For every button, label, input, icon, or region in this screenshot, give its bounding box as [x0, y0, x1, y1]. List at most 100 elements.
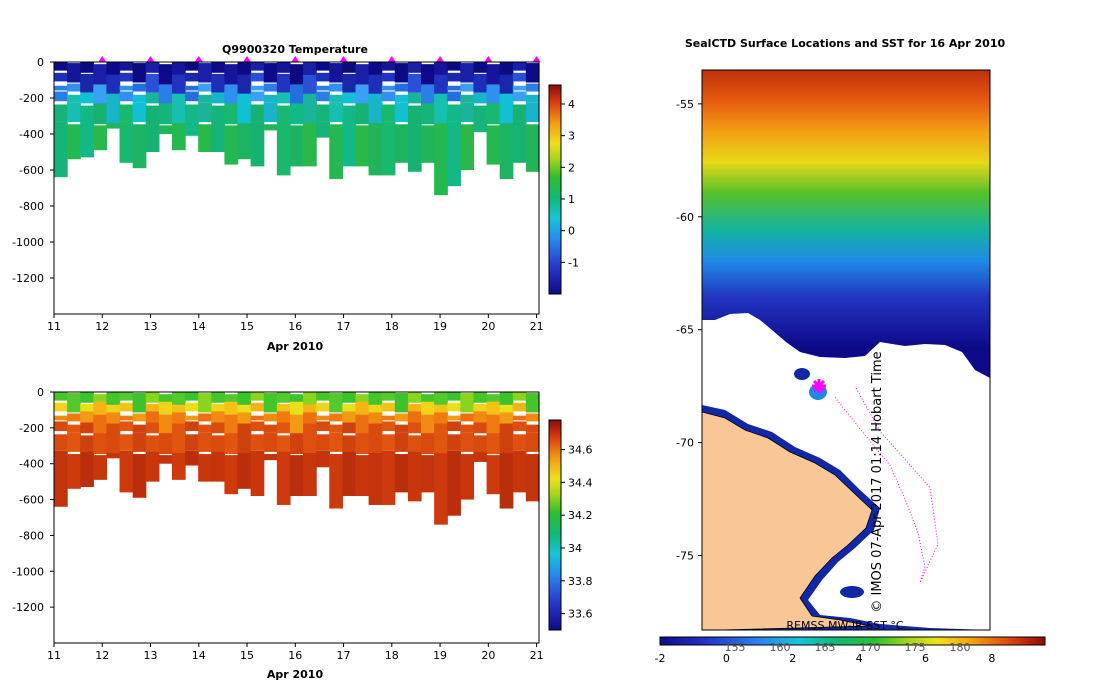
section-cell	[237, 412, 252, 425]
section-cell	[93, 401, 108, 415]
section-cell	[394, 102, 409, 123]
section-cell	[381, 104, 396, 122]
section-cell	[499, 452, 514, 509]
section-cell	[473, 422, 488, 434]
salinity-section-cells	[54, 392, 540, 525]
section-cell	[250, 402, 265, 412]
section-cell	[525, 124, 540, 172]
section-cell	[67, 432, 81, 452]
section-cell	[316, 91, 330, 102]
section-cell	[132, 432, 147, 452]
section-cell	[447, 104, 461, 122]
sst-colorbar-tick-label: -2	[655, 652, 666, 665]
section-cell	[447, 72, 461, 82]
section-cell	[368, 404, 383, 416]
section-cell	[355, 64, 370, 74]
section-cell	[381, 415, 396, 421]
lon-label: 180	[950, 641, 971, 654]
colorbar-tick-label: 34	[568, 542, 582, 555]
section-cell	[460, 83, 475, 92]
temperature-colorbar-ticks: -1 0 1 2 3 4	[561, 98, 579, 269]
section-cell	[434, 404, 448, 416]
section-cell	[512, 72, 527, 82]
section-cell	[263, 94, 278, 103]
obscured-longitude-labels: 155 160 165 170 175 180	[725, 641, 971, 654]
section-cell	[237, 123, 252, 160]
section-cell	[119, 402, 134, 412]
colorbar-tick-label: 34.6	[568, 444, 593, 457]
section-cell	[158, 394, 173, 404]
section-cell	[276, 105, 291, 124]
section-cell	[525, 94, 540, 103]
section-cell	[93, 420, 108, 435]
section-cell	[54, 85, 68, 91]
section-cell	[171, 423, 186, 436]
section-cell	[394, 424, 409, 433]
lat-tick-label: -75	[676, 549, 694, 562]
colorbar-tick-label: 2	[568, 161, 575, 174]
section-cell	[158, 90, 173, 105]
section-cell	[93, 84, 108, 94]
x-tick-label: 14	[192, 649, 206, 662]
section-cell	[303, 431, 317, 456]
section-cell	[263, 83, 278, 92]
section-cell	[381, 450, 396, 505]
seal-track	[834, 385, 939, 583]
sst-colorbar-tick-label: 2	[789, 652, 796, 665]
section-cell	[132, 83, 147, 92]
section-cell	[171, 74, 186, 86]
profile-marker	[436, 56, 445, 62]
section-cell	[316, 402, 330, 412]
section-cell	[407, 81, 422, 93]
section-cell	[211, 451, 226, 482]
y-tick-label: -600	[19, 164, 44, 177]
section-cell	[250, 91, 265, 102]
section-cell	[80, 422, 94, 434]
section-cell	[512, 85, 527, 91]
section-cell	[342, 451, 357, 496]
section-cell	[460, 94, 475, 103]
section-cell	[434, 392, 448, 405]
section-cell	[106, 82, 121, 95]
section-cell	[525, 63, 540, 72]
section-cell	[276, 122, 291, 176]
section-cell	[434, 452, 448, 525]
section-cell	[303, 101, 317, 126]
map-latitude-axis: -55 -60 -65 -70 -75	[676, 98, 702, 562]
sst-colorbar-tick-label: 8	[988, 652, 995, 665]
section-cell	[145, 81, 160, 93]
section-cell	[119, 421, 134, 432]
section-cell	[342, 392, 357, 403]
section-cell	[407, 105, 422, 124]
temperature-section-cells	[54, 62, 540, 196]
section-cell	[316, 415, 330, 421]
lon-label: 160	[770, 641, 791, 654]
section-cell	[185, 62, 199, 71]
section-cell	[434, 123, 448, 196]
section-cell	[316, 72, 330, 82]
section-cell	[106, 123, 121, 129]
section-cell	[198, 432, 212, 452]
section-cell	[368, 412, 383, 425]
section-cell	[407, 411, 422, 423]
section-cell	[54, 415, 68, 421]
section-cell	[316, 62, 330, 71]
section-cell	[80, 403, 94, 414]
section-cell	[342, 81, 357, 93]
section-cell	[460, 424, 475, 433]
section-cell	[355, 420, 370, 435]
section-cell	[54, 104, 68, 122]
section-cell	[185, 434, 199, 451]
section-cell	[447, 450, 461, 516]
sst-colorbar-tick-label: 4	[856, 652, 863, 665]
section-cell	[381, 434, 396, 451]
section-cell	[276, 411, 291, 423]
section-cell	[355, 414, 370, 424]
section-cell	[211, 422, 226, 434]
section-cell	[473, 411, 488, 423]
section-cell	[211, 81, 226, 93]
section-cell	[525, 454, 540, 502]
section-cell	[394, 393, 409, 402]
y-tick-label: -600	[19, 494, 44, 507]
section-cell	[525, 424, 540, 433]
